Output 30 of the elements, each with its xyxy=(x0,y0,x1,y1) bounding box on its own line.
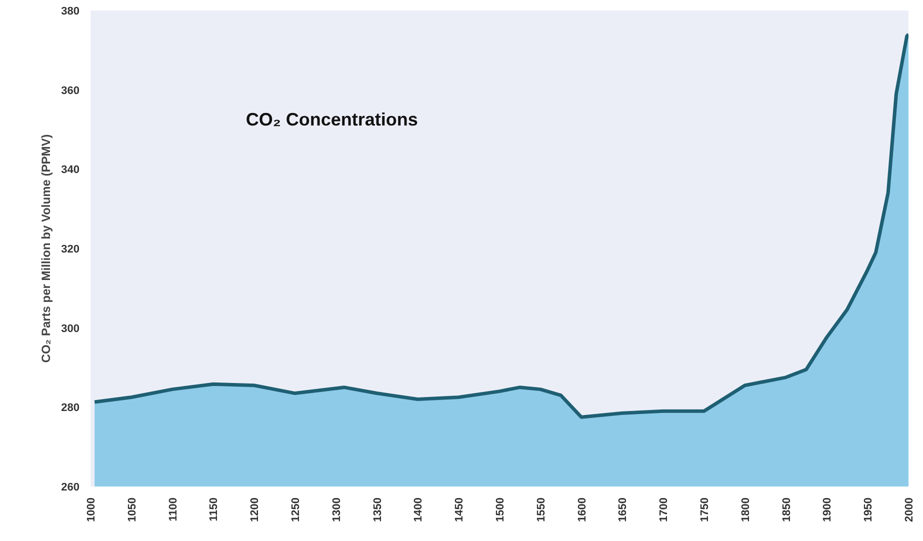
x-tick-label: 1900 xyxy=(822,497,834,522)
x-tick-label: 1400 xyxy=(412,497,425,522)
y-tick-label: 340 xyxy=(61,164,80,176)
y-tick-label: 260 xyxy=(61,482,80,494)
y-axis-title: CO₂ Parts per Million by Volume (PPMV) xyxy=(39,134,54,363)
x-tick-label: 1250 xyxy=(290,497,302,522)
x-tick-label: 1650 xyxy=(617,497,630,522)
y-tick-label: 380 xyxy=(61,6,80,18)
x-tick-label: 1350 xyxy=(372,497,384,522)
x-tick-label: 1050 xyxy=(126,497,138,522)
x-tick-label: 1950 xyxy=(862,497,875,522)
x-tick-label: 1300 xyxy=(330,497,343,522)
x-tick-label: 1000 xyxy=(86,497,98,522)
y-tick-label: 320 xyxy=(61,244,80,256)
y-tick-label: 360 xyxy=(61,84,80,97)
x-tick-label: 1850 xyxy=(780,497,793,522)
x-tick-label: 1200 xyxy=(249,497,262,522)
x-tick-label: 2000 xyxy=(904,497,916,522)
x-tick-label: 1550 xyxy=(535,497,548,522)
x-tick-label: 1100 xyxy=(167,497,180,522)
x-tick-label: 1700 xyxy=(658,497,670,522)
text: CO₂ Concentrations xyxy=(246,110,418,130)
y-tick-label: 280 xyxy=(61,402,80,414)
x-tick-label: 1600 xyxy=(576,497,588,522)
y-tick-label: 300 xyxy=(61,322,80,335)
x-tick-label: 1150 xyxy=(208,497,220,522)
x-tick-label: 1750 xyxy=(699,497,711,522)
x-tick-label: 1800 xyxy=(740,497,752,522)
x-tick-label: 1500 xyxy=(494,497,506,522)
x-tick-label: 1450 xyxy=(454,497,466,522)
